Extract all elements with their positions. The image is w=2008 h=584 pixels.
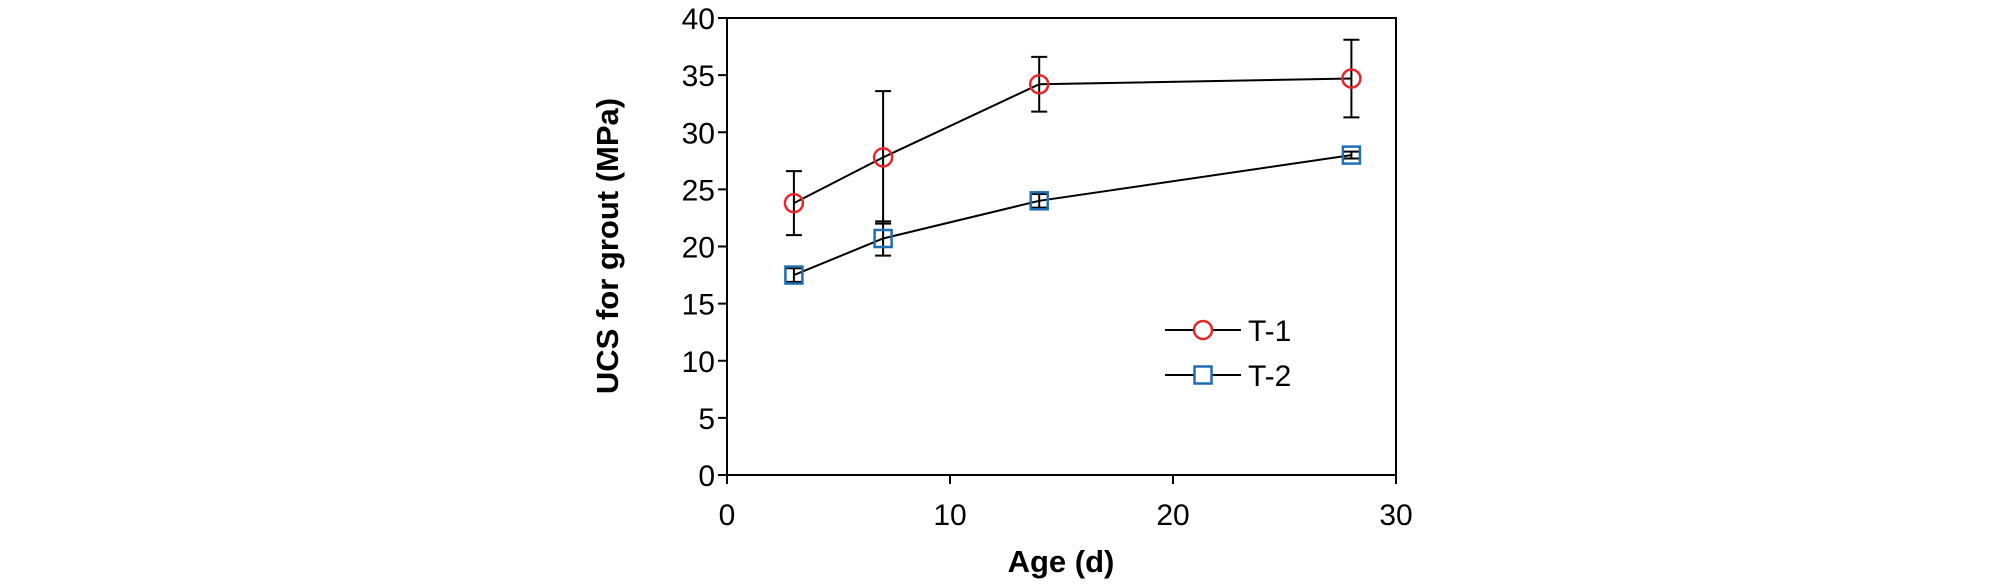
data-point-circle [1341, 68, 1362, 89]
x-axis-ticks: 0 10 20 30 [719, 475, 1413, 532]
x-tick-label: 20 [1156, 499, 1189, 532]
series-layer [783, 38, 1362, 285]
legend-marker-square [1193, 365, 1213, 385]
x-tick-label: 0 [719, 499, 736, 532]
data-point-circle [872, 147, 894, 168]
y-tick-label: 30 [682, 117, 715, 150]
y-tick-label: 10 [682, 346, 715, 379]
x-axis-title: Age (d) [1008, 544, 1115, 579]
x-tick-label: 10 [933, 499, 966, 532]
data-point-square [784, 265, 804, 285]
y-tick-label: 15 [682, 289, 715, 322]
series-line-T-1 [793, 77, 1352, 204]
legend: T-1T-2 [1165, 315, 1291, 393]
plot-area [726, 17, 1397, 476]
data-point-circle [1028, 74, 1050, 95]
legend-label: T-2 [1248, 360, 1291, 393]
y-axis-title: UCS for grout (MPa) [590, 98, 625, 394]
series-line-T-2 [793, 154, 1352, 276]
data-point-circle [783, 192, 805, 214]
y-tick-label: 25 [682, 174, 715, 207]
y-tick-label: 5 [698, 403, 715, 436]
data-point-square [1341, 145, 1362, 165]
y-axis-ticks: 0 5 10 15 20 25 30 35 40 [682, 3, 727, 493]
data-point-square [1029, 191, 1049, 211]
y-tick-label: 20 [682, 232, 715, 265]
y-tick-label: 40 [682, 3, 715, 36]
y-tick-label: 0 [698, 460, 715, 493]
legend-label: T-1 [1248, 315, 1291, 348]
data-point-square [873, 228, 893, 249]
y-tick-label: 35 [682, 60, 715, 93]
legend-marker-circle [1192, 319, 1214, 341]
x-tick-label: 30 [1379, 499, 1412, 532]
